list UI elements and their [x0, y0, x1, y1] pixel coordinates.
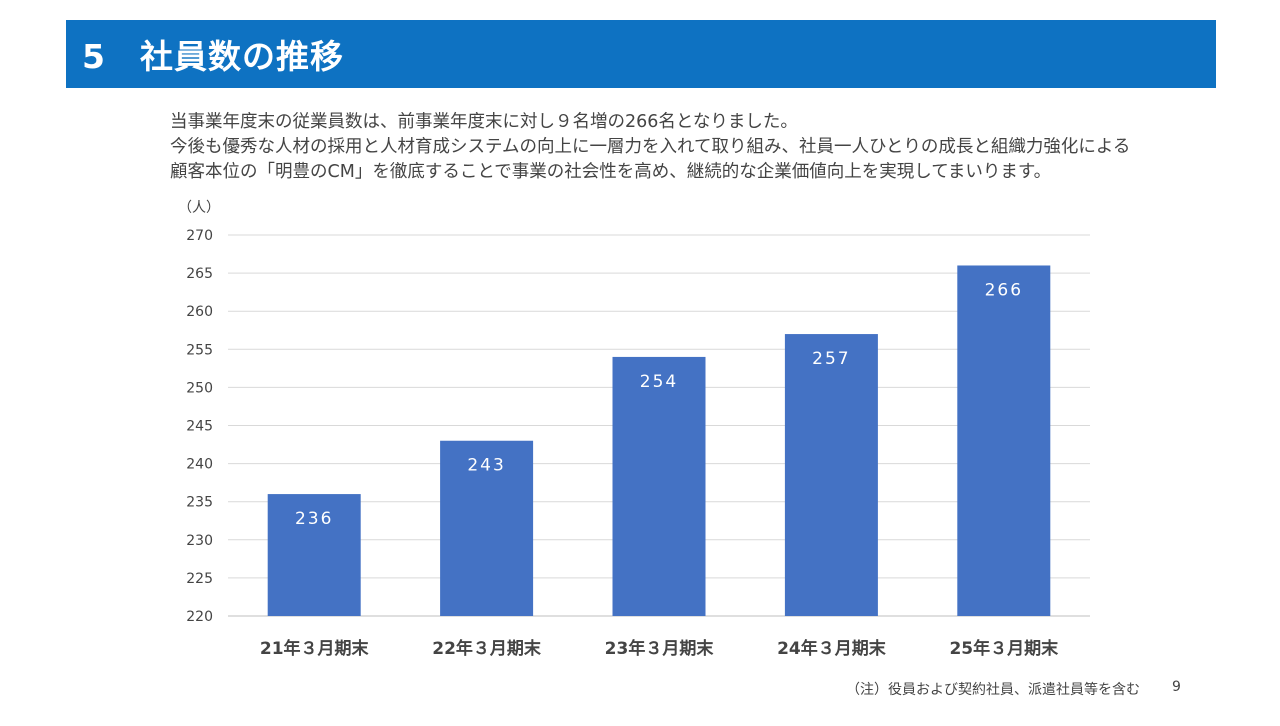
data-label: 257 — [812, 349, 850, 369]
bar — [612, 356, 706, 616]
y-tick-label: 250 — [186, 380, 213, 396]
y-axis-label: （人） — [178, 200, 220, 216]
y-tick-label: 230 — [186, 533, 213, 549]
y-tick-label: 240 — [186, 457, 213, 473]
intro-text: 当事業年度末の従業員数は、前事業年度末に対し９名増の266名となりました。 今後… — [170, 110, 1230, 185]
page-title: 5 社員数の推移 — [82, 37, 344, 76]
title-bar: 5 社員数の推移 — [66, 20, 1216, 88]
intro-line: 顧客本位の「明豊のCM」を徹底することで事業の社会性を高め、継続的な企業価値向上… — [170, 162, 1052, 182]
y-tick-label: 220 — [186, 609, 213, 625]
bar — [440, 440, 534, 616]
bar — [267, 494, 361, 616]
y-tick-label: 255 — [186, 342, 213, 358]
x-tick-label: 22年３月期末 — [432, 638, 542, 659]
y-tick-label: 265 — [186, 266, 213, 282]
data-label: 254 — [640, 372, 678, 392]
y-tick-label: 270 — [186, 228, 213, 244]
x-tick-label: 25年３月期末 — [949, 638, 1059, 659]
y-tick-label: 225 — [186, 571, 213, 587]
x-tick-label: 24年３月期末 — [777, 638, 887, 659]
y-tick-label: 260 — [186, 304, 213, 320]
data-label: 236 — [295, 509, 333, 529]
page-number: 9 — [1172, 679, 1181, 695]
bar — [957, 265, 1051, 616]
x-tick-label: 21年３月期末 — [260, 638, 370, 659]
y-tick-label: 245 — [186, 419, 213, 435]
bar — [784, 334, 878, 616]
x-tick-label: 23年３月期末 — [605, 638, 715, 659]
intro-line: 当事業年度末の従業員数は、前事業年度末に対し９名増の266名となりました。 — [170, 112, 798, 132]
footnote: （注）役員および契約社員、派遣社員等を含む — [846, 682, 1140, 698]
data-label: 266 — [985, 280, 1023, 300]
intro-line: 今後も優秀な人材の採用と人材育成システムの向上に一層力を入れて取り組み、社員一人… — [170, 137, 1131, 157]
data-label: 243 — [467, 456, 505, 476]
y-tick-label: 235 — [186, 495, 213, 511]
